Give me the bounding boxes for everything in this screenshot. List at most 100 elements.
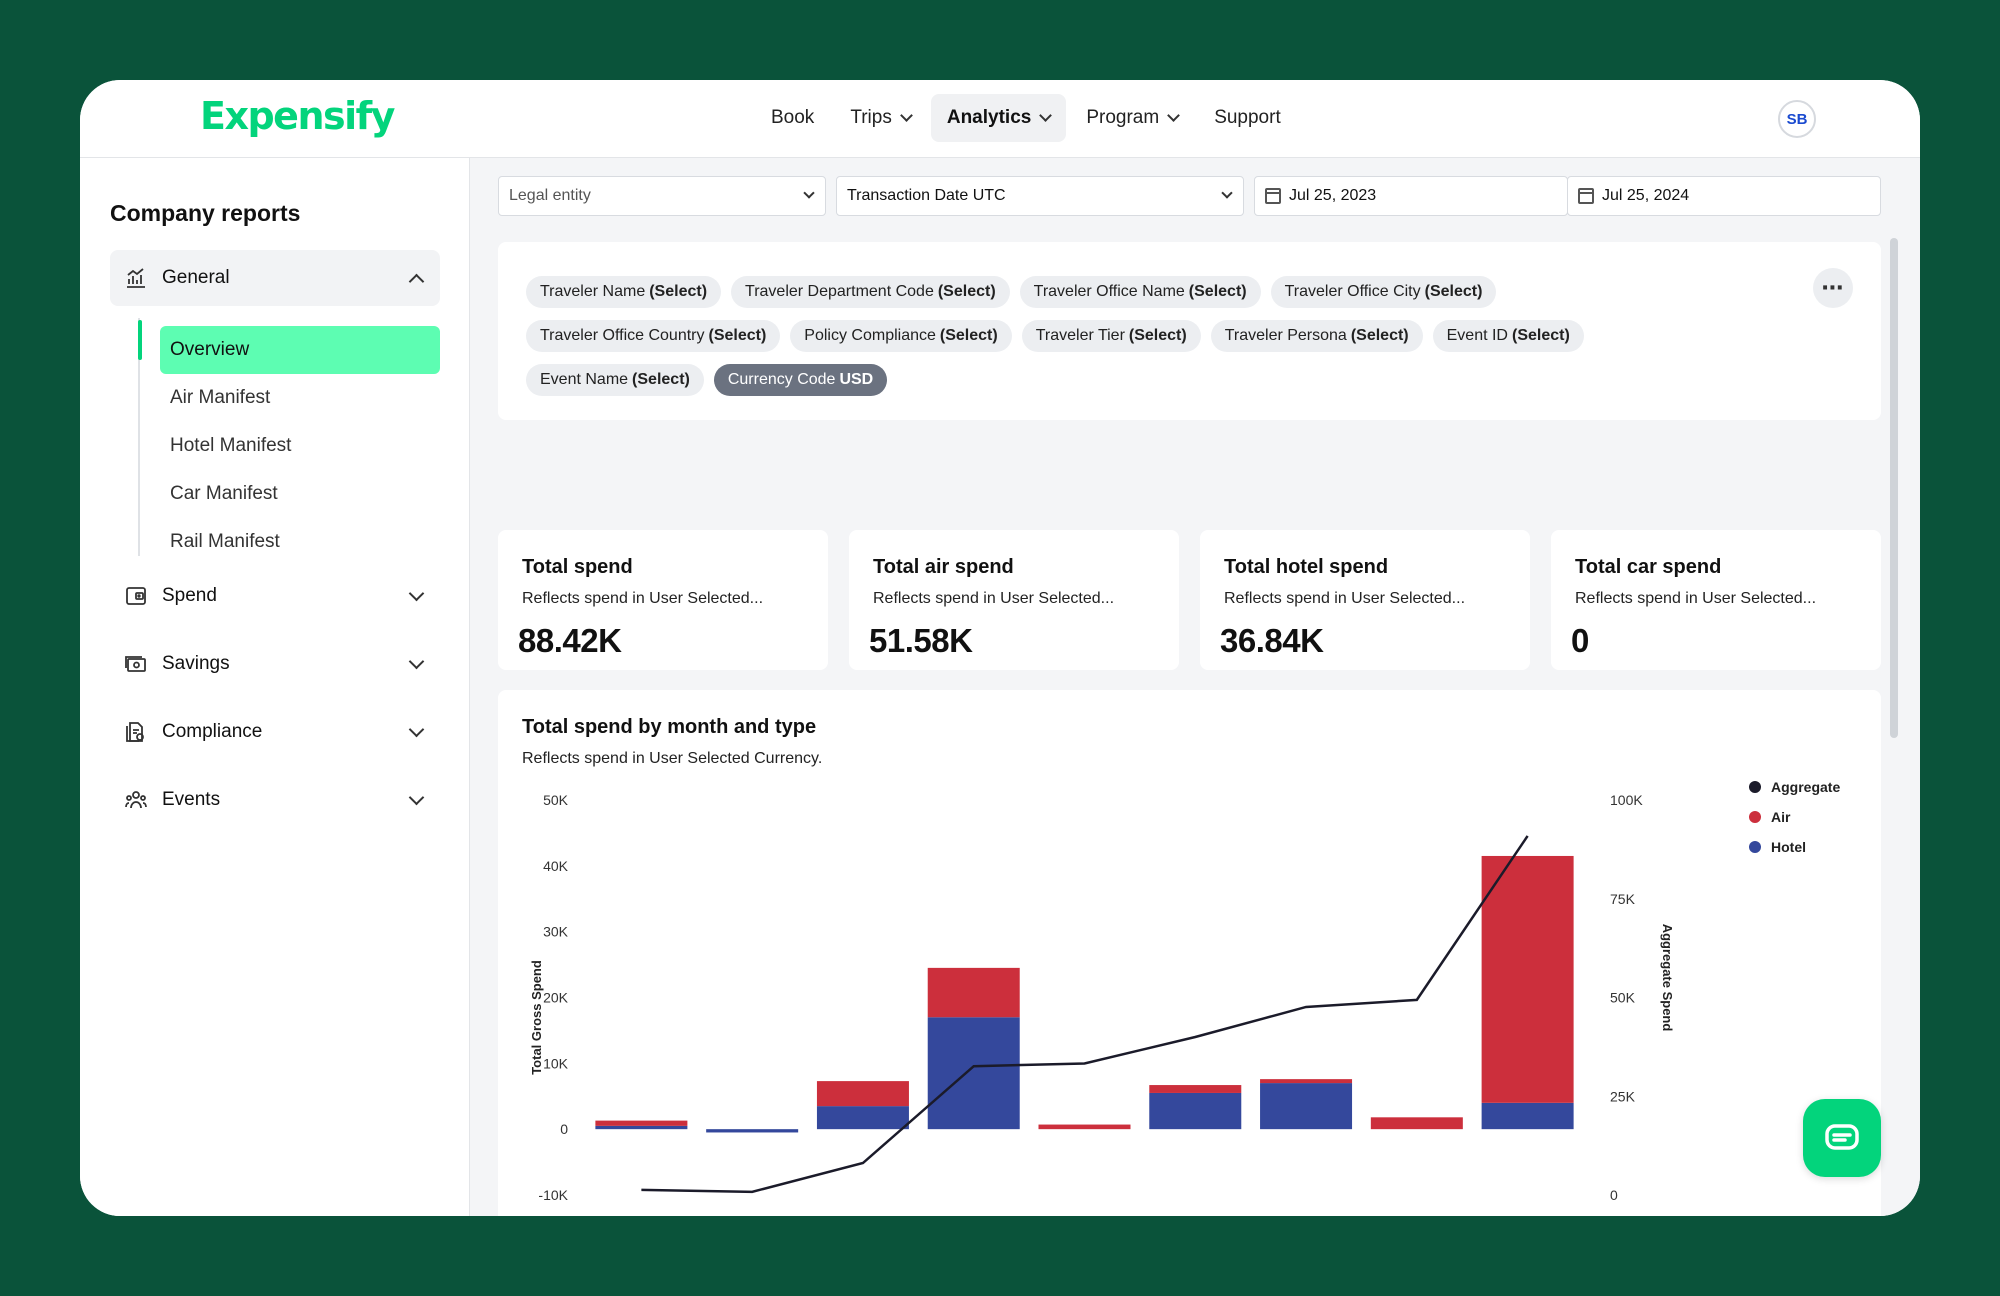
start-date-value: Jul 25, 2023 — [1289, 187, 1377, 204]
bar-air — [927, 967, 1020, 1018]
y-tick-label: 40K — [543, 858, 569, 874]
sidebar-group-events[interactable]: Events — [110, 772, 440, 828]
sidebar-group-general[interactable]: General — [110, 250, 440, 306]
calendar-icon — [1578, 188, 1594, 204]
filter-chip[interactable]: Traveler Office Name (Select) — [1019, 276, 1261, 308]
submenu-rail — [138, 318, 140, 556]
sidebar-item-air-manifest[interactable]: Air Manifest — [170, 387, 271, 408]
chip-label: Traveler Tier — [1035, 327, 1125, 344]
chip-label: Traveler Office Name — [1033, 283, 1185, 300]
nav-book-label: Book — [771, 107, 815, 128]
kpi-value: 51.58K — [869, 622, 973, 659]
filter-chip[interactable]: Traveler Office Country (Select) — [526, 320, 781, 352]
sidebar-title: Company reports — [110, 200, 301, 226]
sidebar-item-hotel-manifest[interactable]: Hotel Manifest — [170, 435, 292, 456]
legend-marker — [1749, 841, 1761, 853]
chip-value: (Select) — [1511, 327, 1570, 344]
kpi-total-car-spend: Total car spend Reflects spend in User S… — [1551, 530, 1881, 670]
chevron-down-icon — [899, 109, 913, 122]
nav-analytics[interactable]: Analytics — [930, 94, 1067, 142]
kpi-value: 36.84K — [1220, 622, 1324, 659]
date-field-select[interactable]: Transaction Date UTC — [836, 176, 1244, 216]
chip-value: (Select) — [1424, 283, 1483, 300]
chip-value: (Select) — [708, 327, 767, 344]
chart-icon — [127, 268, 145, 288]
sidebar-group-label: Compliance — [162, 721, 263, 742]
filter-chip[interactable]: Traveler Office City (Select) — [1270, 276, 1497, 308]
filter-chips: Traveler Name (Select) Traveler Department… — [526, 276, 1586, 396]
end-date-input[interactable]: Jul 25, 2024 — [1567, 176, 1881, 216]
bar-hotel — [1149, 1092, 1242, 1130]
sidebar-group-spend[interactable]: Spend — [110, 568, 440, 624]
sidebar-group-label: Spend — [162, 585, 217, 606]
kpi-title: Total air spend — [873, 556, 1014, 578]
chip-value: (Select) — [632, 371, 690, 388]
chevron-down-icon[interactable] — [408, 721, 425, 738]
scrollbar[interactable] — [1890, 238, 1898, 738]
sidebar-group-label: Savings — [162, 653, 230, 674]
legend-marker — [1749, 811, 1761, 823]
y-tick-label: 20K — [543, 990, 569, 1006]
more-options-button[interactable]: ⋯ — [1813, 268, 1853, 308]
chip-label: Traveler Persona — [1224, 327, 1347, 344]
chip-label: Traveler Department Code — [745, 283, 934, 300]
document-icon — [126, 722, 144, 742]
chip-value: (Select) — [939, 327, 998, 344]
chevron-down-icon[interactable] — [408, 653, 425, 670]
sidebar-group-savings[interactable]: Savings — [110, 636, 440, 692]
filter-chip[interactable]: Traveler Name (Select) — [526, 276, 722, 308]
people-icon — [125, 791, 147, 809]
kpi-title: Total car spend — [1575, 556, 1722, 578]
chevron-down-icon[interactable] — [408, 789, 425, 806]
expensify-logo[interactable]: Expensify — [200, 94, 395, 138]
kpi-total-spend: Total spend Reflects spend in User Selec… — [498, 530, 828, 670]
start-date-input[interactable]: Jul 25, 2023 — [1254, 176, 1568, 216]
wallet-icon — [126, 587, 146, 605]
nav-support-label: Support — [1214, 107, 1281, 128]
y-tick-label: 0 — [560, 1121, 568, 1137]
main-nav: Book Trips Analytics Program Support — [755, 94, 1297, 142]
nav-trips[interactable]: Trips — [834, 94, 927, 142]
bar-air — [1260, 1079, 1353, 1084]
y2-tick-label: 100K — [1610, 792, 1643, 808]
sidebar-item-overview[interactable]: Overview — [160, 326, 440, 374]
nav-book[interactable]: Book — [755, 94, 830, 142]
avatar[interactable]: SB — [1778, 100, 1816, 138]
sidebar-group-compliance[interactable]: Compliance — [110, 704, 440, 760]
filter-chip[interactable]: Currency Code USD — [713, 364, 888, 396]
filter-chip[interactable]: Traveler Tier (Select) — [1021, 320, 1201, 352]
legend-marker — [1749, 781, 1761, 793]
nav-support[interactable]: Support — [1198, 94, 1297, 142]
kpi-total-hotel-spend: Total hotel spend Reflects spend in User… — [1200, 530, 1530, 670]
chevron-down-icon[interactable] — [408, 585, 425, 602]
end-date-value: Jul 25, 2024 — [1602, 187, 1690, 204]
chat-button[interactable] — [1803, 1099, 1881, 1177]
filter-chip[interactable]: Traveler Department Code (Select) — [731, 276, 1010, 308]
bar-hotel — [1260, 1083, 1353, 1130]
chip-label: Traveler Name — [540, 283, 646, 300]
chip-label: Traveler Office Country — [540, 327, 705, 344]
chevron-down-icon — [1221, 187, 1233, 199]
filter-chips-card: Traveler Name (Select) Traveler Department… — [498, 242, 1881, 420]
chip-value: (Select) — [1128, 327, 1187, 344]
chevron-up-icon[interactable] — [408, 273, 425, 290]
filter-chip[interactable]: Event ID (Select) — [1432, 320, 1584, 352]
main-content: Legal entity Transaction Date UTC Jul 25… — [470, 158, 1920, 1216]
bar-air — [1481, 855, 1574, 1103]
filter-chip[interactable]: Event Name (Select) — [526, 364, 704, 396]
legal-entity-placeholder: Legal entity — [509, 187, 591, 204]
filter-chip[interactable]: Traveler Persona (Select) — [1210, 320, 1423, 352]
kpi-total-air-spend: Total air spend Reflects spend in User S… — [849, 530, 1179, 670]
nav-program[interactable]: Program — [1070, 94, 1194, 142]
legal-entity-select[interactable]: Legal entity — [498, 176, 826, 216]
chat-icon — [1825, 1124, 1859, 1150]
sidebar-group-label: General — [162, 267, 230, 288]
filter-chip[interactable]: Policy Compliance (Select) — [790, 320, 1012, 352]
y-tick-label: 30K — [543, 924, 569, 940]
bar-hotel — [706, 1129, 799, 1133]
sidebar-item-rail-manifest[interactable]: Rail Manifest — [170, 531, 280, 552]
legend-label: Hotel — [1771, 839, 1806, 855]
sidebar-item-car-manifest[interactable]: Car Manifest — [170, 483, 278, 504]
nav-analytics-label: Analytics — [946, 107, 1032, 128]
y2-tick-label: 25K — [1610, 1088, 1636, 1104]
